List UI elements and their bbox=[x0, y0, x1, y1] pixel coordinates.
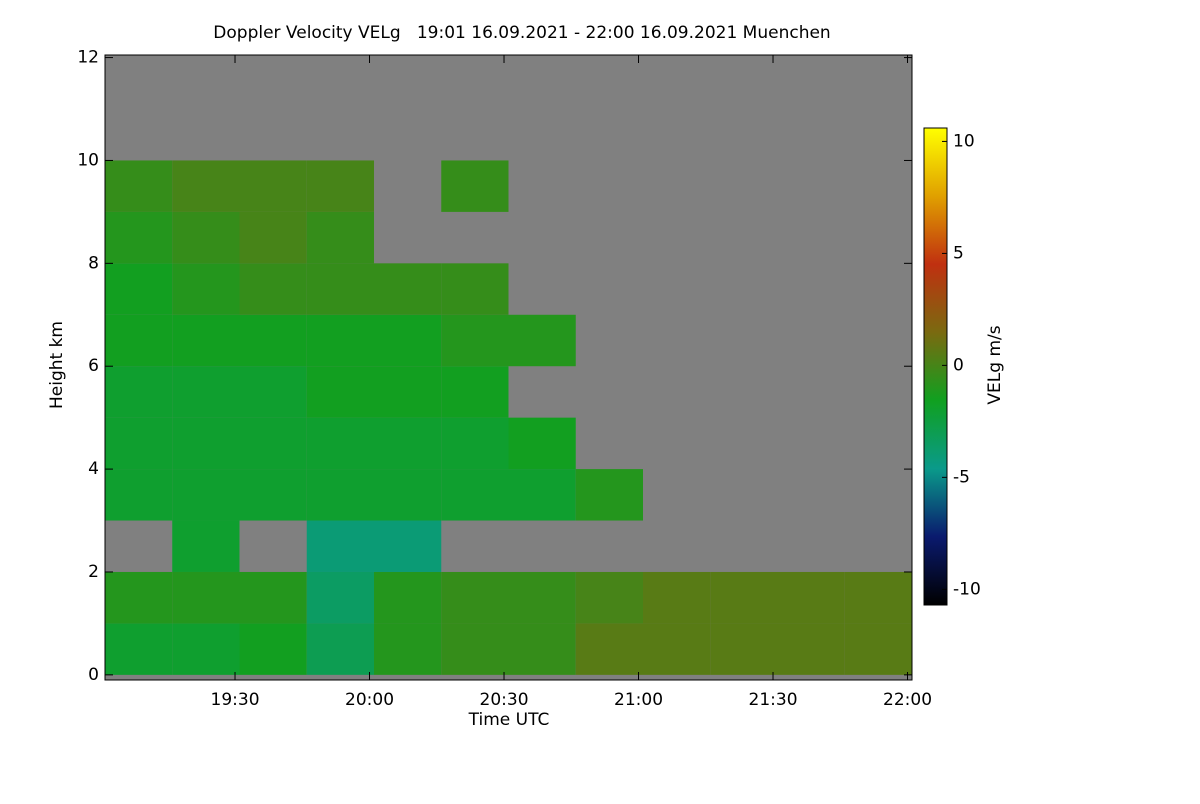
heatmap-cell bbox=[105, 160, 173, 212]
colorbar-tick-label: 5 bbox=[953, 243, 964, 263]
colorbar bbox=[923, 127, 948, 606]
heatmap-cell bbox=[306, 160, 374, 212]
x-tick-label: 22:00 bbox=[883, 690, 932, 710]
heatmap-cell bbox=[172, 366, 240, 418]
x-tick-label: 21:30 bbox=[749, 690, 798, 710]
heatmap-cell bbox=[374, 571, 442, 624]
heatmap-cell bbox=[441, 417, 509, 470]
heatmap-cell bbox=[777, 571, 845, 624]
heatmap-cell bbox=[105, 623, 173, 675]
heatmap-cell bbox=[441, 314, 509, 367]
heatmap-cell bbox=[306, 417, 374, 470]
heatmap-cell bbox=[239, 623, 307, 675]
heatmap-cell bbox=[306, 623, 374, 675]
y-tick-label: 12 bbox=[77, 48, 99, 68]
heatmap-cell bbox=[508, 469, 576, 521]
heatmap-cell bbox=[172, 469, 240, 521]
heatmap-cell bbox=[172, 314, 240, 367]
heatmap-cell bbox=[441, 623, 509, 675]
y-tick-label: 2 bbox=[88, 562, 99, 582]
heatmap-cell bbox=[105, 366, 173, 418]
x-tick-label: 21:00 bbox=[614, 690, 663, 710]
y-tick-label: 6 bbox=[88, 356, 99, 376]
heatmap-cell bbox=[844, 571, 912, 624]
heatmap-cell bbox=[441, 366, 509, 418]
heatmap-cell bbox=[441, 160, 509, 212]
heatmap-cell bbox=[239, 160, 307, 212]
heatmap-cell bbox=[844, 623, 912, 675]
heatmap-cell bbox=[374, 314, 442, 367]
y-tick-label: 10 bbox=[77, 150, 99, 170]
heatmap-cell bbox=[105, 417, 173, 470]
heatmap-cell bbox=[441, 263, 509, 315]
heatmap-cell bbox=[508, 314, 576, 367]
heatmap-cell bbox=[777, 623, 845, 675]
heatmap-cell bbox=[374, 520, 442, 572]
heatmap-cell bbox=[172, 571, 240, 624]
plot-frame bbox=[104, 54, 913, 681]
heatmap-cell bbox=[239, 571, 307, 624]
heatmap-cell bbox=[172, 160, 240, 212]
heatmap-cell bbox=[306, 571, 374, 624]
heatmap-cell bbox=[239, 469, 307, 521]
heatmap-cell bbox=[306, 211, 374, 264]
heatmap-cell bbox=[374, 623, 442, 675]
x-tick-label: 20:00 bbox=[345, 690, 394, 710]
heatmap-cell bbox=[306, 520, 374, 572]
x-axis-label: Time UTC bbox=[468, 710, 550, 730]
heatmap-cell bbox=[306, 469, 374, 521]
heatmap-cell bbox=[575, 469, 643, 521]
heatmap-cell bbox=[374, 366, 442, 418]
y-tick-label: 8 bbox=[88, 253, 99, 273]
heatmap-cell bbox=[508, 623, 576, 675]
heatmap-cell bbox=[105, 211, 173, 264]
heatmap-cell bbox=[508, 417, 576, 470]
heatmap-cell bbox=[710, 623, 778, 675]
heatmap-cell bbox=[441, 469, 509, 521]
heatmap-cell bbox=[239, 314, 307, 367]
heatmap-cell bbox=[172, 520, 240, 572]
colorbar-label: VELg m/s bbox=[985, 325, 1005, 404]
x-tick-label: 20:30 bbox=[480, 690, 529, 710]
heatmap-cell bbox=[172, 263, 240, 315]
heatmap-cell bbox=[239, 417, 307, 470]
heatmap-cell bbox=[306, 263, 374, 315]
y-axis-label: Height km bbox=[47, 321, 67, 409]
x-tick-label: 19:30 bbox=[211, 690, 260, 710]
heatmap-cell bbox=[172, 417, 240, 470]
heatmap-cell bbox=[105, 263, 173, 315]
heatmap-cell bbox=[508, 571, 576, 624]
heatmap-cell bbox=[239, 211, 307, 264]
colorbar-tick-label: -10 bbox=[953, 579, 981, 599]
chart-title: Doppler Velocity VELg 19:01 16.09.2021 -… bbox=[213, 23, 830, 43]
heatmap-cell bbox=[306, 314, 374, 367]
heatmap-cell bbox=[374, 263, 442, 315]
heatmap-cell bbox=[374, 469, 442, 521]
colorbar-tick-label: -5 bbox=[953, 467, 970, 487]
heatmap-cell bbox=[374, 417, 442, 470]
heatmap-cell bbox=[105, 571, 173, 624]
heatmap-cell bbox=[172, 211, 240, 264]
heatmap-cell bbox=[105, 469, 173, 521]
colorbar-tick-label: 10 bbox=[953, 131, 975, 151]
heatmap-cell bbox=[239, 263, 307, 315]
y-tick-label: 0 bbox=[88, 665, 99, 685]
heatmap-cell bbox=[643, 623, 711, 675]
heatmap-cell bbox=[575, 623, 643, 675]
heatmap-cell bbox=[105, 314, 173, 367]
heatmap-cell bbox=[643, 571, 711, 624]
heatmap-cell bbox=[172, 623, 240, 675]
heatmap-cell bbox=[441, 571, 509, 624]
heatmap-cell bbox=[239, 366, 307, 418]
colorbar-tick-label: 0 bbox=[953, 355, 964, 375]
y-tick-label: 4 bbox=[88, 459, 99, 479]
heatmap-cell bbox=[575, 571, 643, 624]
heatmap-cell bbox=[710, 571, 778, 624]
heatmap-cell bbox=[306, 366, 374, 418]
